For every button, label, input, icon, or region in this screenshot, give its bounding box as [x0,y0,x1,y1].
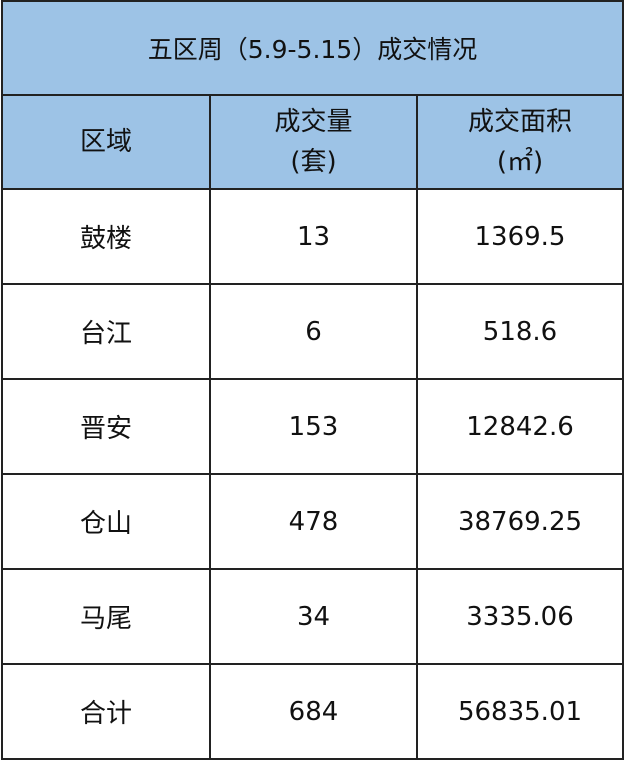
cell-area: 1369.5 [416,188,624,285]
cell-region: 马尾 [1,568,211,665]
cell-region: 鼓楼 [1,188,211,285]
cell-region: 合计 [1,663,211,760]
cell-volume: 153 [209,378,418,475]
table-row: 马尾 34 3335.06 [1,568,624,665]
title-row: 五区周（5.9-5.15）成交情况 [1,0,624,96]
cell-area: 518.6 [416,283,624,380]
header-area-unit: (㎡) [496,147,544,177]
header-area-label: 成交面积 [467,107,572,137]
table-row: 台江 6 518.6 [1,283,624,380]
table-row: 鼓楼 13 1369.5 [1,188,624,285]
cell-volume: 478 [209,473,418,570]
cell-volume: 13 [209,188,418,285]
cell-area: 38769.25 [416,473,624,570]
table-title: 五区周（5.9-5.15）成交情况 [1,0,624,96]
cell-volume: 684 [209,663,418,760]
cell-region: 台江 [1,283,211,380]
header-volume: 成交量 (套) [209,94,418,190]
total-row: 合计 684 56835.01 [1,663,624,760]
cell-area: 3335.06 [416,568,624,665]
cell-volume: 34 [209,568,418,665]
cell-volume: 6 [209,283,418,380]
cell-region: 晋安 [1,378,211,475]
cell-region: 仓山 [1,473,211,570]
table-row: 晋安 153 12842.6 [1,378,624,475]
header-volume-label: 成交量 [274,107,353,137]
header-row: 区域 成交量 (套) 成交面积 (㎡) [1,94,624,190]
header-volume-unit: (套) [290,147,337,177]
header-region: 区域 [1,94,211,190]
cell-area: 56835.01 [416,663,624,760]
header-area: 成交面积 (㎡) [416,94,624,190]
cell-area: 12842.6 [416,378,624,475]
table-row: 仓山 478 38769.25 [1,473,624,570]
